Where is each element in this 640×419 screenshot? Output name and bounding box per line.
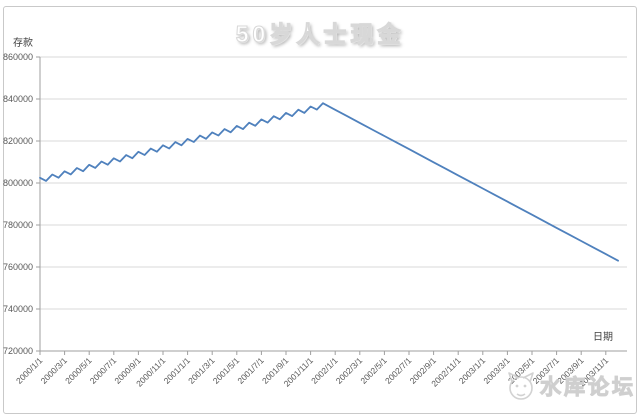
y-tick-label: 740000: [3, 304, 33, 314]
y-tick-label: 800000: [3, 178, 33, 188]
image-frame: [3, 6, 637, 414]
chart-title: 50岁人士现金: [235, 21, 405, 48]
watermark-text: 水库论坛: [540, 376, 636, 400]
y-tick-label: 780000: [3, 220, 33, 230]
y-tick-label: 720000: [3, 346, 33, 356]
y-axis-title: 存款: [13, 38, 33, 49]
x-axis-title: 日期: [593, 332, 613, 343]
y-tick-label: 860000: [3, 52, 33, 62]
y-tick-label: 820000: [3, 136, 33, 146]
cat-face-icon: [508, 372, 534, 400]
y-tick-label: 840000: [3, 94, 33, 104]
y-tick-label: 760000: [3, 262, 33, 272]
watermark: 水库论坛: [504, 369, 636, 403]
deposit-line-series: [39, 102, 619, 262]
